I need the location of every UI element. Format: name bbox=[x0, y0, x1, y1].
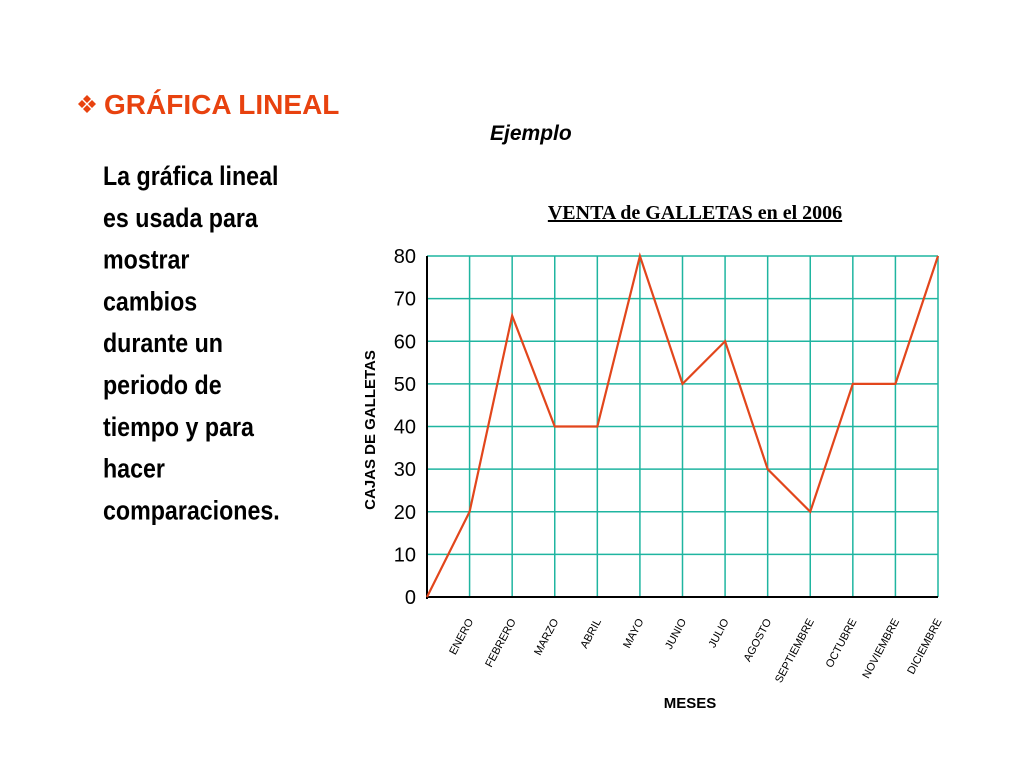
y-tick-label: 10 bbox=[394, 544, 416, 566]
chart-title: VENTA de GALLETAS en el 2006 bbox=[548, 202, 842, 224]
x-tick-label: JULIO bbox=[706, 616, 731, 650]
y-tick-label: 0 bbox=[405, 587, 416, 609]
body-line: hacer bbox=[103, 454, 165, 484]
body-line: comparaciones. bbox=[103, 496, 280, 526]
x-tick-label: DICIEMBRE bbox=[905, 617, 944, 677]
body-text: La gráfica lineal es usada para mostrar cam… bbox=[103, 161, 280, 525]
x-tick-label: SEPTIEMBRE bbox=[773, 617, 817, 685]
body-line: mostrar bbox=[103, 245, 190, 275]
body-line: tiempo y para bbox=[103, 412, 255, 442]
data-line bbox=[426, 252, 940, 598]
bullet bbox=[78, 95, 96, 113]
y-tick-label: 40 bbox=[394, 417, 416, 439]
body-line: La gráfica lineal bbox=[103, 161, 278, 191]
body-line: es usada para bbox=[103, 203, 259, 233]
x-tick-label: MARZO bbox=[532, 616, 561, 657]
x-tick-label: OCTUBRE bbox=[824, 617, 860, 670]
x-axis-label: MESES bbox=[664, 695, 717, 712]
y-tick-label: 60 bbox=[394, 331, 416, 353]
x-tick-label: FEBRERO bbox=[483, 616, 519, 669]
y-tick-label: 20 bbox=[394, 502, 416, 524]
body-line: cambios bbox=[103, 287, 197, 317]
y-tick-label: 70 bbox=[394, 289, 416, 311]
y-tick-label: 50 bbox=[394, 374, 416, 396]
example-label: Ejemplo bbox=[490, 122, 572, 145]
x-tick-label: AGOSTO bbox=[742, 616, 775, 663]
body-line: periodo de bbox=[103, 370, 222, 400]
heading: GRÁFICA LINEAL bbox=[104, 89, 339, 120]
y-tick-label: 80 bbox=[394, 246, 416, 268]
x-tick-label: NOVIEMBRE bbox=[860, 617, 902, 681]
y-tick-label: 30 bbox=[394, 459, 416, 481]
body-line: durante un bbox=[103, 329, 223, 359]
x-tick-label: JUNIO bbox=[663, 616, 689, 651]
x-tick-label: ABRIL bbox=[578, 617, 604, 651]
y-axis-label: CAJAS DE GALLETAS bbox=[362, 350, 379, 510]
x-tick-label: MAYO bbox=[621, 616, 647, 650]
x-tick-label: ENERO bbox=[447, 616, 476, 657]
